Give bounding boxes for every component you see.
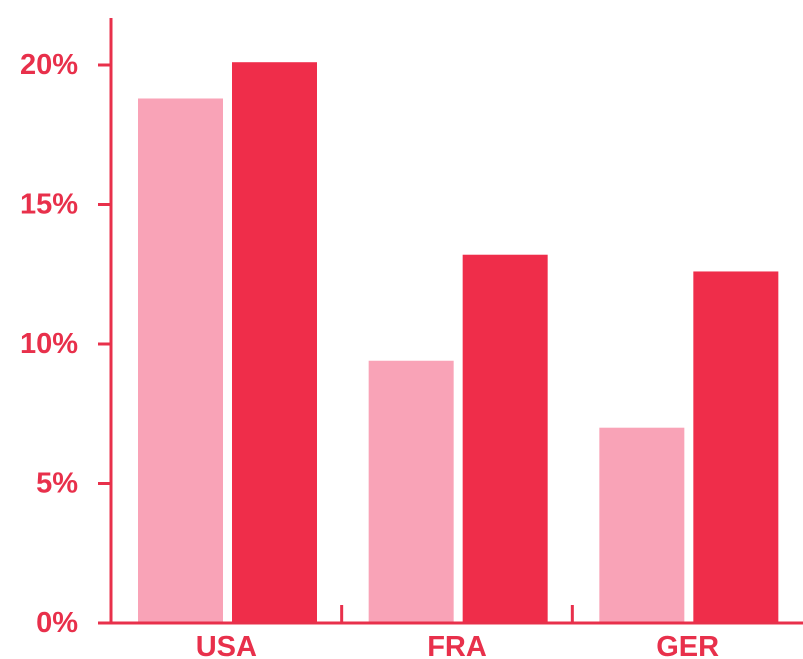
y-tick-label: 0% — [36, 607, 78, 639]
bar-fra-series-1 — [368, 360, 454, 623]
bar-usa-series-2 — [232, 62, 317, 623]
x-tick-label-usa: USA — [196, 631, 257, 659]
x-ticks-group — [340, 605, 574, 623]
x-tick-labels: USA FRA GER — [196, 631, 719, 659]
y-tick-label: 20% — [20, 49, 78, 81]
x-tick-label-ger: GER — [656, 631, 719, 659]
x-tick-label-fra: FRA — [427, 631, 487, 659]
y-tick-labels: 0% 5% 10% 15% 20% — [20, 49, 111, 639]
y-tick-label: 10% — [20, 328, 78, 360]
y-tick-label: 15% — [20, 189, 78, 221]
bar-usa-series-1 — [138, 98, 223, 624]
bar-fra-series-2 — [462, 254, 548, 623]
bar-ger-series-1 — [599, 427, 685, 623]
bars-group — [138, 62, 779, 624]
bar-ger-series-2 — [693, 271, 779, 623]
y-tick-label: 5% — [36, 468, 78, 500]
